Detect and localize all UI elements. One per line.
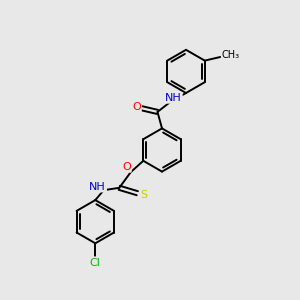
Text: CH₃: CH₃ [222, 50, 240, 61]
Text: NH: NH [89, 182, 106, 192]
Text: S: S [140, 190, 148, 200]
Text: Cl: Cl [90, 257, 101, 268]
Text: NH: NH [165, 93, 182, 103]
Text: O: O [132, 102, 141, 112]
Text: O: O [122, 162, 131, 172]
